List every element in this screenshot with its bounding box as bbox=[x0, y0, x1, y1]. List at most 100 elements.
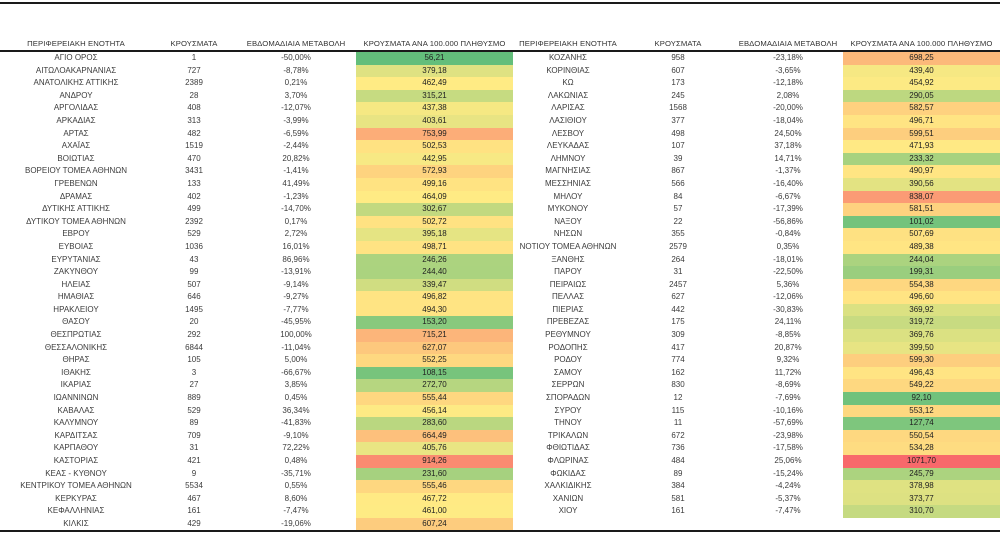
table-row: ΡΟΔΟΥ 774 9,32% 599,30 bbox=[513, 354, 1000, 367]
weekly-change-cell: 72,22% bbox=[282, 443, 310, 453]
table-row: ΛΑΡΙΣΑΣ 1568 -20,00% 582,57 bbox=[513, 102, 1000, 115]
table-row: ΘΑΣΟΥ 20 -45,95% 153,20 bbox=[0, 316, 513, 330]
cases-cell: 736 bbox=[671, 443, 685, 453]
cases-per-100k-cell: 56,21 bbox=[356, 52, 513, 65]
weekly-change-cell: 0,48% bbox=[284, 456, 308, 465]
weekly-change-cell: -1,41% bbox=[283, 166, 309, 176]
region-name-cell: ΘΑΣΟΥ bbox=[62, 317, 90, 327]
table-row: ΧΑΛΚΙΔΙΚΗΣ 384 -4,24% 378,98 bbox=[513, 480, 1000, 493]
column-header-weekly-change: ΕΒΔΟΜΑΔΙΑΙΑ ΜΕΤΑΒΟΛΗ bbox=[738, 39, 838, 48]
region-name-cell: ΧΑΛΚΙΔΙΚΗΣ bbox=[544, 481, 592, 491]
cases-per-100k-cell: 715,21 bbox=[356, 329, 513, 342]
region-name-cell: ΠΑΡΟΥ bbox=[554, 267, 582, 277]
weekly-change-cell: 20,87% bbox=[774, 342, 802, 352]
cases-cell: 31 bbox=[189, 443, 199, 453]
region-name-cell: ΠΙΕΡΙΑΣ bbox=[552, 304, 584, 314]
cases-cell: 1495 bbox=[185, 304, 203, 314]
table-row: ΓΡΕΒΕΝΩΝ 133 41,49% 499,16 bbox=[0, 177, 513, 191]
cases-cell: 566 bbox=[671, 178, 685, 188]
region-name-cell: ΚΕΝΤΡΙΚΟΥ ΤΟΜΕΑ ΑΘΗΝΩΝ bbox=[20, 481, 132, 491]
table-row: ΙΘΑΚΗΣ 3 -66,67% 108,15 bbox=[0, 366, 513, 380]
weekly-change-cell: -8,85% bbox=[775, 330, 801, 340]
cases-cell: 2392 bbox=[185, 216, 203, 226]
cases-cell: 89 bbox=[673, 468, 683, 478]
region-name-cell: ΗΡΑΚΛΕΙΟΥ bbox=[53, 304, 99, 314]
cases-per-100k-cell: 490,97 bbox=[843, 165, 1000, 178]
cases-cell: 173 bbox=[671, 78, 685, 88]
cases-per-100k-cell: 555,46 bbox=[356, 480, 513, 493]
weekly-change-cell: -57,69% bbox=[773, 418, 803, 428]
table-row: ΑΓΙΟ ΟΡΟΣ 1 -50,00% 56,21 bbox=[0, 52, 513, 65]
table-row: ΣΠΟΡΑΔΩΝ 12 -7,69% 92,10 bbox=[513, 392, 1000, 405]
weekly-change-cell: -8,78% bbox=[283, 65, 309, 75]
region-name-cell: ΞΑΝΘΗΣ bbox=[551, 254, 585, 264]
region-name-cell: ΚΕΡΚΥΡΑΣ bbox=[55, 493, 97, 503]
region-name-cell: ΙΘΑΚΗΣ bbox=[61, 367, 91, 377]
table-row: ΠΕΛΛΑΣ 627 -12,06% 496,60 bbox=[513, 291, 1000, 304]
table-row: ΖΑΚΥΝΘΟΥ 99 -13,91% 244,40 bbox=[0, 266, 513, 279]
weekly-change-cell: -17,39% bbox=[773, 204, 803, 214]
weekly-change-cell: -1,37% bbox=[775, 166, 801, 176]
cases-cell: 309 bbox=[671, 330, 685, 340]
cases-per-100k-cell: 379,18 bbox=[356, 64, 513, 78]
region-name-cell: ΣΕΡΡΩΝ bbox=[551, 380, 585, 390]
cases-per-100k-cell: 502,72 bbox=[356, 215, 513, 229]
table-row: ΗΜΑΘΙΑΣ 646 -9,27% 496,82 bbox=[0, 291, 513, 304]
table-header-row: ΠΕΡΙΦΕΡΕΙΑΚΗ ΕΝΟΤΗΤΑ ΚΡΟΥΣΜΑΤΑ ΕΒΔΟΜΑΔΙΑΙΑ… bbox=[513, 31, 1000, 52]
cases-cell: 39 bbox=[673, 153, 683, 163]
cases-per-100k-cell: 599,51 bbox=[843, 127, 1000, 141]
table-row: ΔΥΤΙΚΗΣ ΑΤΤΙΚΗΣ 499 -14,70% 302,67 bbox=[0, 203, 513, 216]
cases-cell: 162 bbox=[671, 367, 685, 377]
weekly-change-cell: -12,18% bbox=[773, 78, 803, 88]
region-name-cell: ΚΑΡΔΙΤΣΑΣ bbox=[54, 430, 98, 440]
cases-per-100k-cell: 319,72 bbox=[843, 316, 1000, 330]
region-name-cell: ΔΡΑΜΑΣ bbox=[59, 191, 93, 201]
region-name-cell: ΚΙΛΚΙΣ bbox=[63, 518, 89, 528]
weekly-change-cell: 0,45% bbox=[284, 393, 308, 403]
weekly-change-cell: 2,08% bbox=[776, 90, 800, 100]
cases-cell: 27 bbox=[189, 380, 199, 390]
cases-cell: 31 bbox=[673, 267, 683, 277]
weekly-change-cell: -14,70% bbox=[281, 204, 311, 214]
region-name-cell: ΦΘΙΩΤΙΔΑΣ bbox=[546, 443, 590, 453]
table-row: ΚΕΦΑΛΛΗΝΙΑΣ 161 -7,47% 461,00 bbox=[0, 505, 513, 518]
region-name-cell: ΘΕΣΠΡΩΤΙΑΣ bbox=[50, 330, 102, 340]
cases-per-100k-cell: 246,26 bbox=[356, 253, 513, 267]
cases-cell: 20 bbox=[189, 317, 199, 327]
column-header-cases-per-100k: ΚΡΟΥΣΜΑΤΑ ΑΝΑ 100.000 ΠΛΗΘΥΣΜΟ bbox=[363, 39, 506, 48]
cases-cell: 467 bbox=[187, 493, 201, 503]
cases-per-100k-cell: 390,56 bbox=[843, 177, 1000, 191]
weekly-change-cell: 16,01% bbox=[282, 241, 310, 251]
region-name-cell: ΛΑΚΩΝΙΑΣ bbox=[547, 90, 589, 100]
cases-per-100k-cell: 233,32 bbox=[843, 152, 1000, 166]
cases-cell: 867 bbox=[671, 166, 685, 176]
table-row: ΕΒΡΟΥ 529 2,72% 395,18 bbox=[0, 228, 513, 241]
region-name-cell: ΚΕΦΑΛΛΗΝΙΑΣ bbox=[47, 506, 105, 516]
cases-per-100k-cell: 310,70 bbox=[843, 505, 1000, 518]
cases-per-100k-cell: 373,77 bbox=[843, 492, 1000, 506]
cases-cell: 107 bbox=[671, 141, 685, 151]
region-name-cell: ΛΕΥΚΑΔΑΣ bbox=[546, 141, 590, 151]
region-name-cell: ΙΚΑΡΙΑΣ bbox=[60, 380, 92, 390]
table-row: ΜΕΣΣΗΝΙΑΣ 566 -16,40% 390,56 bbox=[513, 177, 1000, 191]
region-name-cell: ΙΩΑΝΝΙΝΩΝ bbox=[53, 393, 99, 403]
weekly-change-cell: 100,00% bbox=[280, 330, 312, 340]
cases-per-100k-cell: 550,54 bbox=[843, 429, 1000, 443]
weekly-change-cell: 37,18% bbox=[774, 141, 802, 151]
cases-cell: 727 bbox=[187, 65, 201, 75]
weekly-change-cell: 0,35% bbox=[776, 241, 800, 251]
weekly-change-cell: 0,17% bbox=[284, 216, 308, 226]
table-row: ΦΛΩΡΙΝΑΣ 484 25,06% 1071,70 bbox=[513, 455, 1000, 468]
cases-per-100k-cell: 272,70 bbox=[356, 379, 513, 393]
region-name-cell: ΕΥΡΥΤΑΝΙΑΣ bbox=[51, 254, 101, 264]
cases-per-100k-cell: 582,57 bbox=[843, 102, 1000, 115]
cases-per-100k-cell: 554,38 bbox=[843, 278, 1000, 292]
cases-cell: 442 bbox=[671, 304, 685, 314]
cases-per-100k-cell: 378,98 bbox=[843, 480, 1000, 493]
region-name-cell: ΠΕΛΛΑΣ bbox=[551, 292, 585, 302]
weekly-change-cell: -7,47% bbox=[775, 506, 801, 516]
weekly-change-cell: -7,69% bbox=[775, 393, 801, 403]
table-row: ΝΟΤΙΟΥ ΤΟΜΕΑ ΑΘΗΝΩΝ 2579 0,35% 489,38 bbox=[513, 240, 1000, 254]
weekly-change-cell: -9,14% bbox=[283, 279, 309, 289]
cases-cell: 2389 bbox=[185, 78, 203, 88]
